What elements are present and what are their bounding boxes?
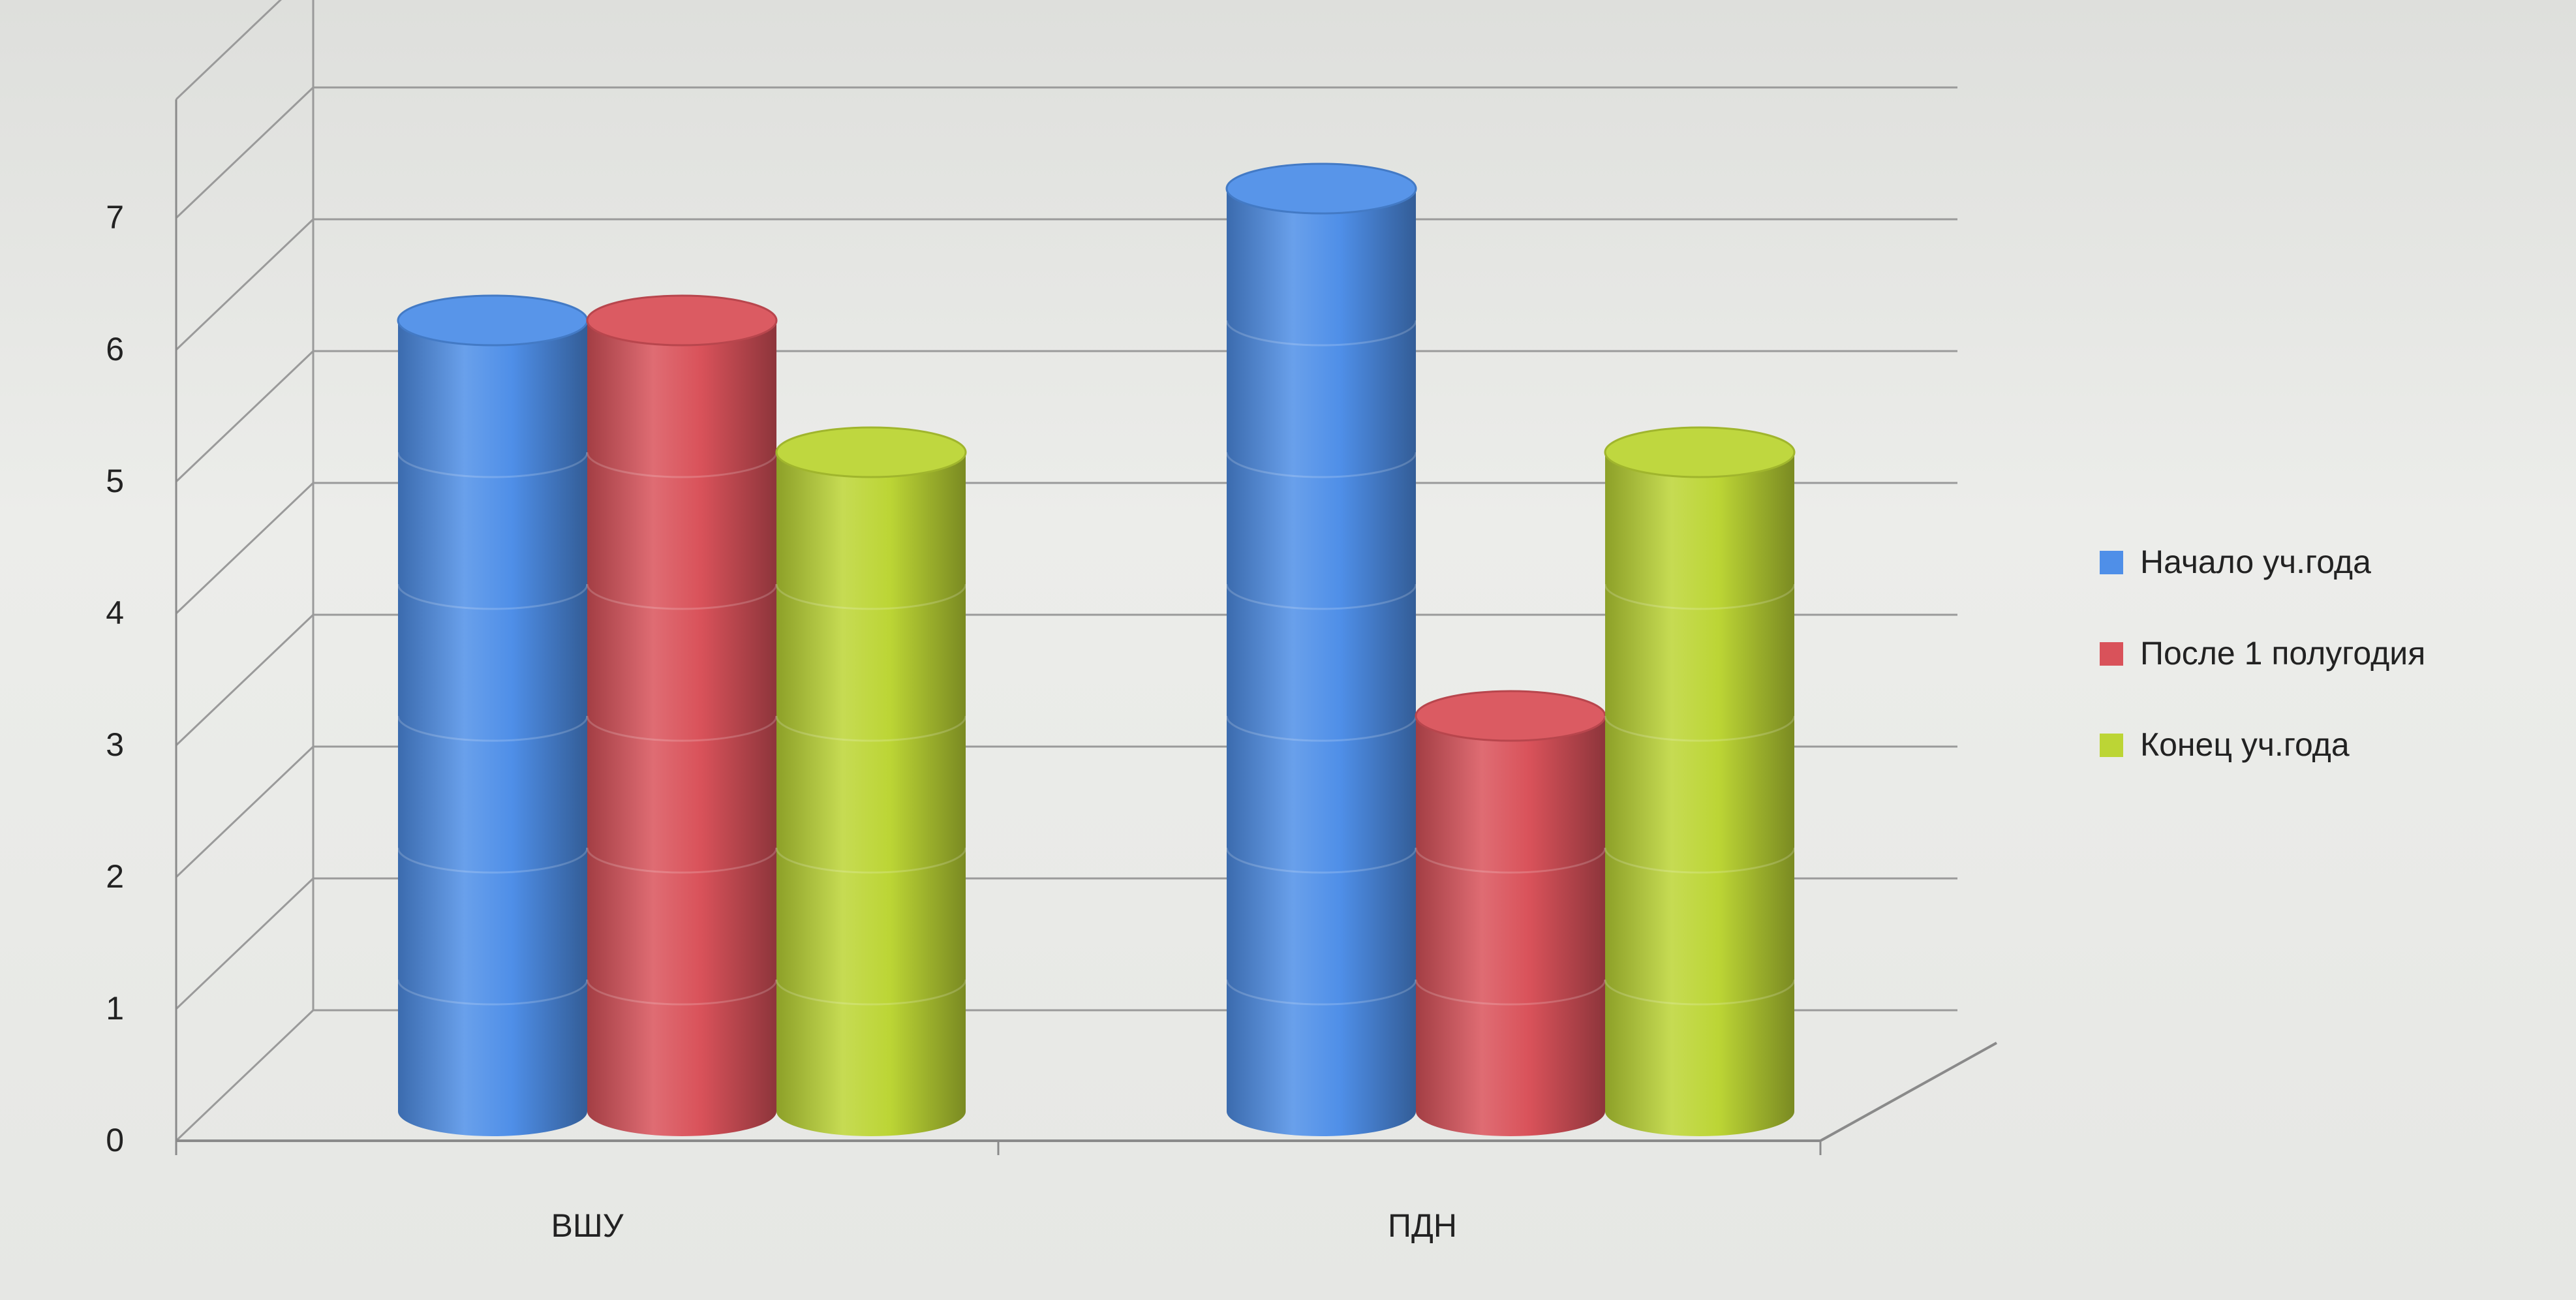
gridline-diagonal xyxy=(175,1009,314,1142)
bar xyxy=(586,294,778,1136)
gridline-diagonal xyxy=(175,877,314,1010)
y-tick-label: 7 xyxy=(106,199,124,236)
gridline-diagonal xyxy=(175,0,282,101)
bar xyxy=(775,426,967,1136)
floor-side-edge xyxy=(1820,1042,1997,1142)
gridline-diagonal xyxy=(175,745,314,878)
y-tick-label: 5 xyxy=(106,463,124,499)
legend: Начало уч.года После 1 полугодия Конец уч.… xyxy=(2100,544,2425,763)
bars xyxy=(397,162,1796,1136)
legend-label: После 1 полугодия xyxy=(2140,635,2425,672)
y-tick-label: 1 xyxy=(106,990,124,1027)
y-tick-label: 4 xyxy=(106,595,124,631)
x-category-label: ПДН xyxy=(1388,1207,1457,1244)
gridline-diagonal xyxy=(175,482,314,615)
legend-swatch xyxy=(2100,551,2123,574)
legend-label: Конец уч.года xyxy=(2140,726,2350,763)
legend-swatch xyxy=(2100,734,2123,757)
gridline-diagonal xyxy=(175,613,314,747)
bar xyxy=(1604,426,1796,1136)
bar xyxy=(1415,690,1606,1136)
x-category-label: ВШУ xyxy=(551,1207,624,1244)
gridline-diagonal xyxy=(175,86,314,219)
y-tick-label: 3 xyxy=(106,726,124,763)
x-axis: ВШУ ПДН xyxy=(551,1207,1457,1244)
y-tick-label: 6 xyxy=(106,331,124,367)
bar xyxy=(397,294,589,1136)
gridline-diagonal xyxy=(175,350,314,483)
legend-label: Начало уч.года xyxy=(2140,544,2371,580)
legend-swatch xyxy=(2100,642,2123,666)
y-tick-label: 2 xyxy=(106,858,124,895)
gridline-diagonal xyxy=(175,218,314,351)
y-tick-label: 0 xyxy=(106,1122,124,1158)
y-axis: 0 1 2 3 4 5 6 7 xyxy=(106,199,124,1158)
bar xyxy=(1225,162,1417,1136)
